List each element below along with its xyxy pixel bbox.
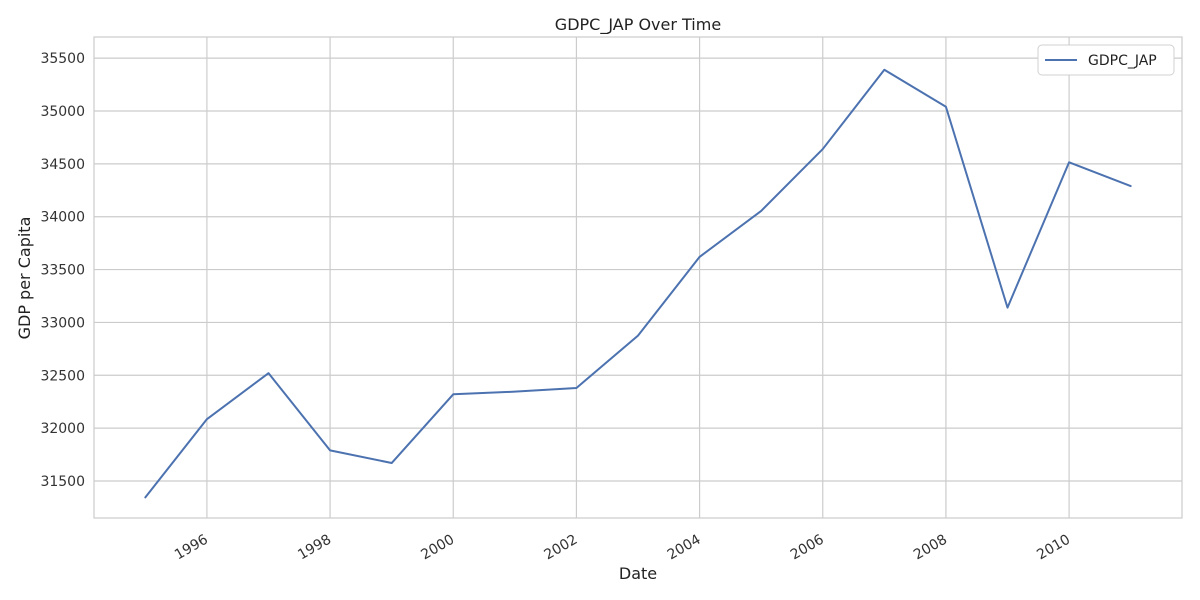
series-layer — [144, 68, 1132, 499]
y-tick-label: 34500 — [40, 157, 85, 173]
x-tick-label: 1998 — [295, 532, 334, 564]
legend-box — [1037, 44, 1175, 76]
y-tick-label: 32500 — [40, 368, 85, 384]
x-tick-label: 2004 — [665, 532, 704, 564]
legend: GDPC_JAP — [1037, 44, 1175, 76]
series-line — [144, 68, 1132, 499]
x-tick-label: 2006 — [788, 532, 827, 564]
y-tick-label: 34000 — [40, 210, 85, 226]
plot-area-border — [93, 36, 1183, 519]
y-tick-label: 35500 — [40, 51, 85, 67]
x-tick-labels: 1996 1998 2000 2002 2004 2006 2008 2010 — [172, 532, 1073, 564]
y-axis-label: GDP per Capita — [15, 217, 34, 340]
legend-label: GDPC_JAP — [1088, 53, 1157, 69]
x-tick-label: 2010 — [1034, 532, 1073, 564]
chart-title: GDPC_JAP Over Time — [555, 15, 721, 35]
x-axis-label: Date — [619, 564, 657, 583]
y-tick-label: 32000 — [40, 421, 85, 437]
y-tick-label: 33500 — [40, 263, 85, 279]
x-tick-label: 2008 — [911, 532, 950, 564]
y-tick-labels: 31500 32000 32500 33000 33500 34000 34500 35000… — [40, 51, 85, 490]
x-tick-label: 1996 — [172, 532, 211, 564]
grid-lines — [94, 37, 1182, 518]
y-tick-label: 35000 — [40, 104, 85, 120]
y-tick-label: 31500 — [40, 474, 85, 490]
x-tick-label: 2000 — [418, 532, 457, 564]
x-tick-label: 2002 — [542, 532, 581, 564]
y-tick-label: 33000 — [40, 315, 85, 331]
